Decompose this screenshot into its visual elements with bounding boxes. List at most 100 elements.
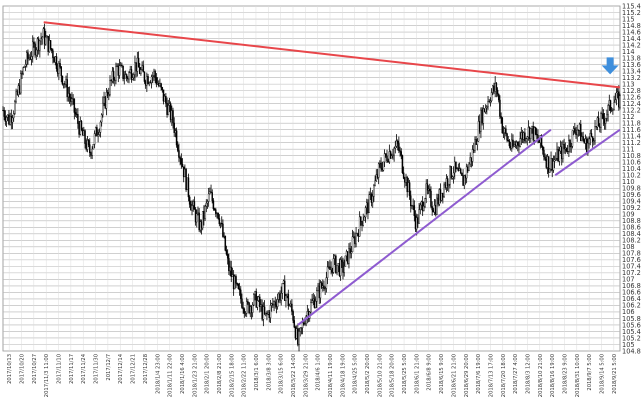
candle-body: [147, 76, 149, 85]
candle-body: [602, 113, 605, 120]
candle-body: [555, 158, 557, 160]
candle-body: [94, 127, 97, 134]
candle-body: [399, 150, 401, 152]
candle-body: [320, 282, 323, 288]
candle-body: [383, 153, 386, 163]
candle-body: [371, 196, 374, 203]
x-tick-label: 2018/8/3 12:00: [525, 354, 531, 394]
candle-body: [538, 140, 540, 143]
candle-body: [173, 122, 175, 133]
candle-body: [65, 79, 67, 85]
x-tick-label: 2018/6/1 21:00: [414, 354, 420, 394]
candle-body: [213, 208, 216, 210]
candle-body: [278, 293, 280, 300]
x-tick-label: 2018/3/1 6:00: [254, 354, 260, 391]
x-tick-label: 2018/2/8 21:00: [217, 354, 223, 394]
candle-body: [512, 139, 514, 147]
candle-body: [111, 71, 114, 82]
candle-body: [288, 305, 291, 307]
candle-body: [263, 306, 266, 315]
candle-body: [29, 57, 32, 60]
x-tick-label: 2018/7/27 4:00: [513, 354, 519, 394]
candle-body: [89, 144, 91, 154]
candle-body: [421, 201, 424, 211]
candle-body: [562, 144, 564, 160]
x-tick-label: 2018/8/23 9:00: [562, 354, 568, 394]
candle-body: [564, 147, 567, 150]
candle-body: [322, 285, 324, 288]
candle-body: [154, 71, 156, 78]
candle-body: [11, 117, 14, 123]
candle-body: [557, 149, 559, 162]
candle-body: [49, 40, 52, 49]
candle-body: [419, 204, 422, 210]
candle-body: [284, 280, 286, 301]
candle-body: [454, 161, 456, 174]
candle-body: [451, 176, 454, 179]
candle-body: [15, 91, 17, 102]
candle-body: [333, 255, 336, 259]
candle-body: [67, 93, 70, 98]
candle-body: [513, 144, 515, 147]
candle-body: [487, 101, 489, 107]
candle-body: [153, 71, 155, 76]
y-tick-label: 105.6: [622, 321, 641, 329]
candle-body: [379, 162, 381, 165]
y-tick-label: 112.8: [622, 87, 641, 95]
candle-body: [402, 172, 405, 179]
candle-body: [357, 233, 360, 237]
candle-body: [424, 198, 426, 207]
candle-body: [281, 283, 284, 294]
candle-body: [615, 92, 618, 101]
candle-body: [52, 50, 54, 58]
candle-body: [280, 293, 282, 301]
candle-body: [591, 136, 594, 142]
candle-body: [47, 36, 49, 52]
candle-body: [475, 139, 477, 145]
candle-body: [100, 114, 103, 123]
candle-body: [207, 193, 210, 202]
candle-body: [46, 36, 48, 38]
candle-body: [423, 205, 425, 211]
x-tick-label: 2017/11/10: [57, 354, 63, 384]
candle-body: [133, 74, 135, 78]
candle-body: [162, 89, 165, 102]
candle-body: [488, 101, 490, 103]
candle-body: [75, 113, 78, 115]
candle-body: [363, 216, 366, 221]
candle-body: [439, 189, 442, 201]
candle-body: [303, 322, 305, 325]
candle-body: [549, 168, 551, 173]
candle-body: [546, 156, 549, 168]
candle-body: [304, 323, 306, 325]
x-tick-label: 2018/9/7 5:00: [587, 354, 593, 391]
candle-body: [80, 121, 83, 131]
candle-body: [108, 94, 110, 96]
candle-body: [446, 178, 449, 187]
x-tick-label: 2018/1/4 23:00: [155, 354, 161, 394]
candle-body: [188, 196, 191, 205]
candle-body: [22, 67, 24, 74]
candle-body: [545, 158, 548, 168]
candle-body: [175, 130, 178, 146]
candle-body: [191, 205, 193, 211]
candle-body: [413, 205, 416, 216]
candle-body: [105, 92, 108, 109]
candle-body: [217, 212, 219, 219]
x-tick-label: 2017/10/20: [20, 354, 26, 384]
candle-body: [386, 155, 388, 162]
candle-body: [146, 76, 148, 86]
candle-body: [540, 135, 543, 147]
candle-body: [369, 193, 372, 195]
candle-body: [604, 118, 607, 124]
candle-body: [354, 236, 356, 245]
candle-body: [289, 303, 292, 306]
candle-body: [473, 149, 475, 151]
candle-body: [406, 177, 408, 193]
candle-body: [248, 302, 250, 314]
candle-body: [178, 150, 180, 158]
candle-body: [198, 212, 200, 231]
candle-body: [62, 83, 65, 85]
y-tick-label: 105.4: [622, 328, 641, 336]
candle-body: [524, 132, 526, 142]
